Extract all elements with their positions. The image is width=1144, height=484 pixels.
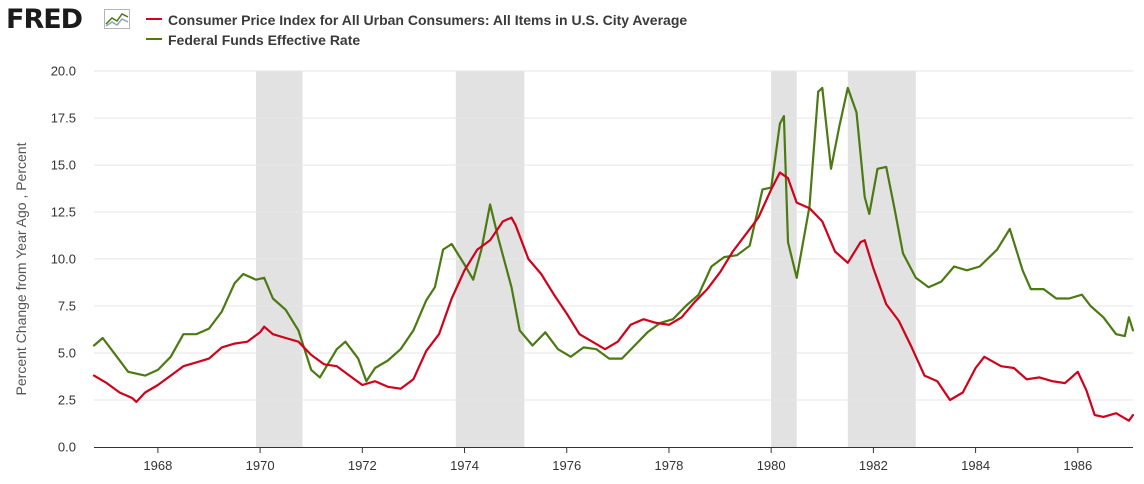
y-axis-label: Percent Change from Year Ago , Percent bbox=[13, 142, 29, 395]
x-axis-ticks: 1968 1970 1972 1974 1976 1978 1980 1982 1984 1986 bbox=[143, 447, 1092, 473]
y-tick-label-2: 5.0 bbox=[58, 346, 76, 361]
y-tick-label-3: 7.5 bbox=[58, 299, 76, 314]
legend-label-fedfunds: Federal Funds Effective Rate bbox=[168, 32, 361, 48]
fred-chart-icon bbox=[104, 9, 130, 29]
y-tick-label-5: 12.5 bbox=[51, 205, 76, 220]
x-tick-label-6: 1980 bbox=[757, 458, 786, 473]
x-tick-label-9: 1986 bbox=[1063, 458, 1092, 473]
legend-entry-fedfunds[interactable]: Federal Funds Effective Rate bbox=[146, 32, 360, 48]
y-tick-label-0: 0.0 bbox=[58, 440, 76, 455]
series-line-fedfunds[interactable] bbox=[92, 86, 1135, 383]
x-tick-label-3: 1974 bbox=[450, 458, 479, 473]
y-tick-label-1: 2.5 bbox=[58, 393, 76, 408]
y-tick-label-7: 17.5 bbox=[51, 111, 76, 126]
legend-swatch-cpi bbox=[146, 18, 162, 21]
legend-swatch-fedfunds bbox=[146, 38, 162, 41]
x-tick-label-0: 1968 bbox=[143, 458, 172, 473]
x-tick-label-2: 1972 bbox=[348, 458, 377, 473]
x-tick-label-8: 1984 bbox=[961, 458, 990, 473]
chart-header: FRED Consumer Price Index for All Urban … bbox=[0, 0, 1144, 56]
legend-entry-cpi[interactable]: Consumer Price Index for All Urban Consu… bbox=[146, 12, 687, 28]
x-tick-label-5: 1978 bbox=[654, 458, 683, 473]
series-line-cpi[interactable] bbox=[92, 171, 1135, 422]
series-lines bbox=[92, 86, 1135, 422]
y-axis-ticks: 0.0 2.5 5.0 7.5 10.0 12.5 15.0 17.5 20.0 bbox=[51, 64, 76, 455]
y-tick-label-4: 10.0 bbox=[51, 252, 76, 267]
grid-lines bbox=[94, 70, 1133, 401]
legend-label-cpi: Consumer Price Index for All Urban Consu… bbox=[168, 12, 688, 28]
x-tick-label-7: 1982 bbox=[859, 458, 888, 473]
x-tick-label-1: 1970 bbox=[246, 458, 275, 473]
fred-logo[interactable]: FRED bbox=[6, 4, 83, 35]
y-tick-label-6: 15.0 bbox=[51, 158, 76, 173]
y-tick-label-8: 20.0 bbox=[51, 64, 76, 79]
x-tick-label-4: 1976 bbox=[552, 458, 581, 473]
